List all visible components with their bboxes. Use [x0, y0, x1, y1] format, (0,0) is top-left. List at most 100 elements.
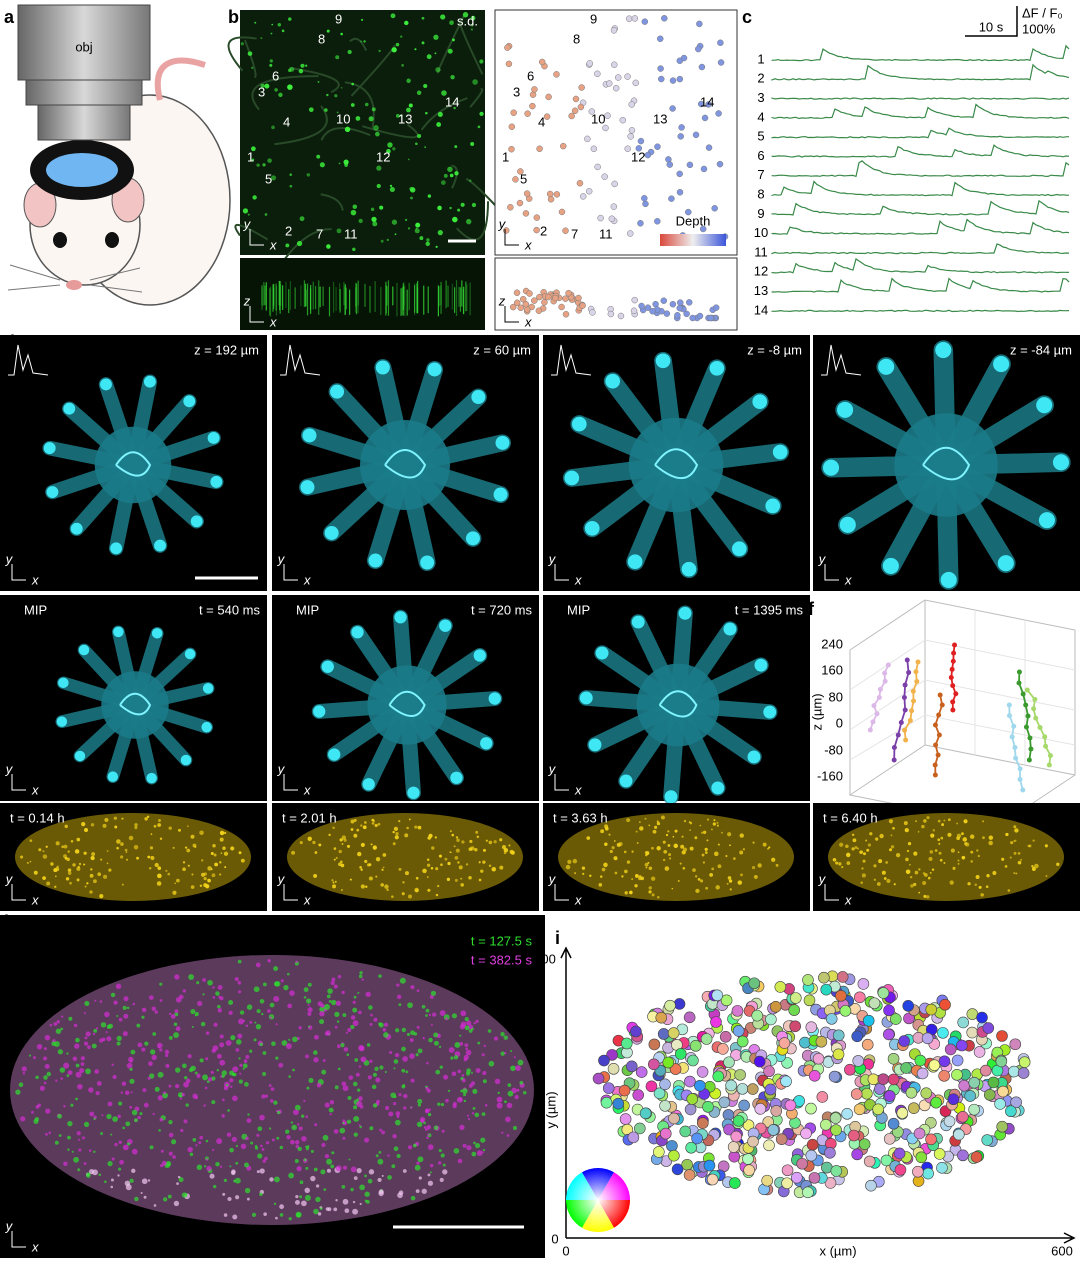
tentacle-tip — [63, 402, 76, 415]
nucleus — [389, 1050, 393, 1055]
nucleus — [77, 865, 80, 869]
nucleus — [699, 824, 702, 827]
cell — [679, 1125, 692, 1138]
nucleus — [333, 1129, 339, 1134]
nucleus — [112, 1074, 117, 1080]
trace — [771, 63, 1070, 81]
nucleus — [199, 830, 204, 836]
nucleus — [474, 847, 478, 852]
nucleus — [650, 876, 656, 881]
neuron-spot — [274, 88, 278, 92]
nucleus — [416, 989, 420, 993]
nucleus — [275, 1023, 278, 1026]
trace-label: 4 — [757, 109, 764, 124]
nucleus — [97, 872, 102, 876]
cell — [968, 1103, 980, 1116]
cell — [806, 1138, 819, 1151]
cell — [1010, 1096, 1022, 1109]
neuron-label: 2 — [285, 223, 292, 238]
gut — [119, 692, 152, 716]
neuron-spot — [334, 94, 338, 98]
nucleus — [211, 1100, 216, 1105]
nucleus — [190, 834, 195, 839]
nucleus — [116, 846, 119, 850]
cell — [933, 1148, 946, 1160]
tentacle-tip — [300, 480, 315, 495]
nucleus — [255, 1024, 262, 1030]
cell — [805, 1102, 817, 1115]
nucleus — [657, 896, 660, 899]
cell — [953, 1128, 965, 1141]
nucleus — [182, 1063, 187, 1069]
cell — [696, 1066, 709, 1078]
nucleus — [211, 873, 216, 878]
neuron-dot — [504, 44, 511, 51]
nucleus — [373, 1017, 378, 1022]
nucleus — [253, 986, 260, 993]
cell — [723, 1123, 735, 1136]
cell — [996, 1030, 1008, 1042]
tentacle-tip — [180, 754, 192, 766]
nucleus — [173, 1032, 179, 1038]
nucleus — [268, 1084, 272, 1087]
nucleus — [228, 1010, 233, 1016]
nucleus — [227, 1196, 232, 1202]
cell — [858, 1138, 871, 1150]
nucleus — [399, 977, 406, 984]
nucleus — [106, 1024, 111, 1030]
nucleus — [426, 1124, 432, 1130]
nucleus — [168, 826, 172, 830]
cell — [877, 1073, 890, 1085]
tentacle-tip — [772, 444, 788, 460]
nucleus — [291, 1124, 297, 1131]
z-tick-label: 0 — [836, 715, 843, 730]
nucleus — [923, 819, 927, 823]
cell — [700, 1033, 713, 1045]
nucleus — [366, 1043, 371, 1047]
neuron-dot — [531, 86, 538, 93]
tentacle-tip — [1052, 454, 1070, 471]
nucleus — [846, 861, 851, 865]
nucleus — [185, 1103, 189, 1107]
neuron-spot — [364, 102, 369, 107]
nucleus — [126, 858, 129, 861]
nucleus — [295, 1195, 299, 1199]
nucleus — [866, 848, 870, 852]
nucleus — [402, 1169, 407, 1173]
nucleus — [478, 861, 481, 864]
nucleus — [918, 891, 921, 894]
nucleus — [182, 867, 186, 872]
nucleus — [326, 1158, 333, 1165]
nucleus — [163, 1091, 166, 1095]
tentacle-tip — [207, 432, 220, 444]
y-tick-label: 300 — [534, 951, 556, 966]
tentacle-tip — [324, 525, 339, 540]
neuron-spot — [363, 40, 366, 43]
nucleus — [34, 1116, 39, 1122]
nucleus — [711, 867, 715, 871]
nucleus — [159, 1048, 163, 1052]
nucleus — [463, 1099, 467, 1103]
nucleus — [365, 991, 371, 998]
cell — [956, 1039, 968, 1052]
nucleus — [931, 868, 935, 871]
nucleus — [163, 1197, 168, 1202]
nucleus — [348, 1158, 351, 1161]
nucleus — [173, 1022, 178, 1027]
neuron-dot — [627, 133, 634, 140]
axis-arrow — [283, 774, 298, 791]
nucleus — [451, 1071, 457, 1077]
cell — [805, 1021, 818, 1033]
nucleus — [601, 867, 606, 872]
nucleus — [141, 1047, 146, 1052]
neuron-label: 4 — [538, 114, 545, 129]
nucleus — [176, 878, 180, 883]
cell — [970, 1151, 983, 1163]
nucleus — [482, 1070, 487, 1076]
nucleus — [162, 1092, 169, 1099]
neuron-spot — [415, 142, 418, 146]
nucleus — [645, 866, 648, 869]
neuron-dot — [652, 300, 659, 308]
nucleus — [157, 823, 162, 827]
cell — [938, 1055, 951, 1068]
